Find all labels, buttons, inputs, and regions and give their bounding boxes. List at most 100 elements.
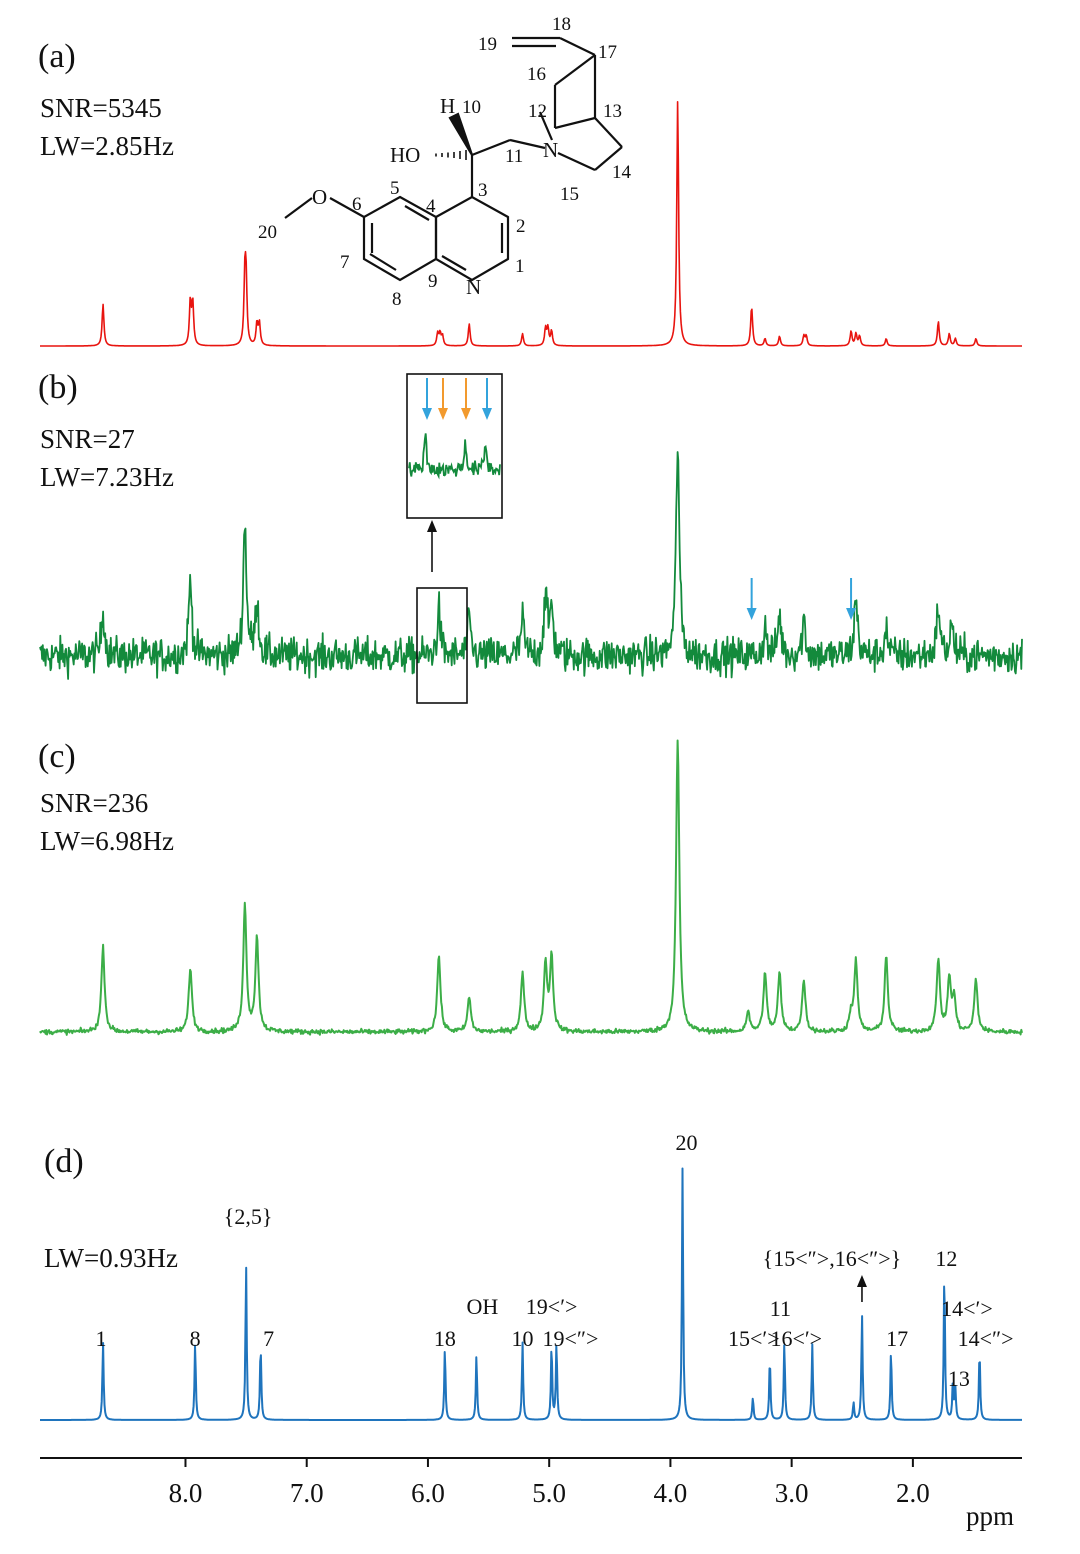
atom-label-19: 19 — [478, 34, 497, 55]
stat-lw-d: LW=0.93Hz — [44, 1243, 178, 1273]
atom-label-15: 15 — [560, 184, 579, 205]
spectrum-line-c — [39, 739, 1023, 1036]
bond-c10-c11 — [471, 138, 511, 157]
bond-c12-c13 — [554, 116, 596, 130]
inset-arrow-head — [438, 408, 448, 420]
stat-lw-b: LW=7.23Hz — [40, 462, 174, 492]
atom-label-5: 5 — [390, 178, 400, 199]
peak-label: 13 — [948, 1366, 970, 1391]
atom-h: H — [440, 94, 455, 118]
pyridine-ring — [434, 195, 510, 282]
peak-label: {2,5} — [224, 1204, 273, 1229]
bond-c15-c14 — [594, 146, 623, 171]
x-axis-label: ppm — [966, 1501, 1014, 1531]
inset-pointer-arrowhead — [427, 520, 437, 532]
atom-label-7: 7 — [340, 252, 350, 273]
bond-c6-o — [329, 197, 365, 218]
panel-label-a: (a) — [38, 38, 76, 75]
ring-double-bond — [369, 253, 397, 271]
peak-label: 11 — [770, 1296, 791, 1321]
inset-zoom — [406, 373, 857, 704]
peak-label: 8 — [190, 1326, 201, 1351]
inset-source-box — [416, 587, 468, 704]
ring-double-bond — [441, 255, 467, 271]
spectrum-line-d — [39, 1167, 1023, 1421]
stat-snr-a: SNR=5345 — [40, 93, 162, 123]
panel-label-d: (d) — [44, 1143, 84, 1180]
peak-label: 19<′> — [526, 1294, 578, 1319]
peak-label: 12 — [935, 1246, 957, 1271]
stat-snr-b: SNR=27 — [40, 424, 135, 454]
label-pointer-arrowhead — [856, 1275, 867, 1287]
x-tick-label: 7.0 — [290, 1478, 324, 1508]
x-tick-label: 3.0 — [775, 1478, 809, 1508]
atom-label-6: 6 — [352, 194, 362, 215]
inset-spectrum-line — [408, 433, 501, 480]
stat-snr-c: SNR=236 — [40, 788, 148, 818]
bond-c17-c16 — [554, 54, 596, 86]
peak-label: OH — [467, 1294, 499, 1319]
inset-arrows — [422, 378, 857, 620]
peak-label: 1 — [96, 1326, 107, 1351]
peak-label: 10 — [512, 1326, 534, 1351]
inset-arrow-head — [482, 408, 492, 420]
atom-hydroxyl: HO — [390, 143, 420, 167]
x-axis: 8.0 7.0 6.0 5.0 4.0 3.0 2.0 — [40, 1457, 1022, 1508]
atom-label-16: 16 — [527, 64, 546, 85]
atom-label-10: 10 — [462, 97, 481, 118]
marker-arrow-head — [746, 608, 757, 620]
spectrum-line-a — [39, 101, 1023, 347]
x-tick-label: 2.0 — [896, 1478, 930, 1508]
x-tick-label: 4.0 — [654, 1478, 688, 1508]
molecule-labels: 1 2 3 4 5 6 7 8 9 10 11 12 13 14 15 16 1… — [258, 14, 632, 310]
atom-label-3: 3 — [478, 180, 488, 201]
molecule-structure — [284, 36, 623, 282]
peak-label: 17 — [886, 1326, 908, 1351]
peak-label: 7 — [263, 1326, 274, 1351]
atom-label-9: 9 — [428, 271, 438, 292]
panel-label-c: (c) — [38, 738, 76, 775]
panel-label-b: (b) — [38, 369, 78, 406]
stat-lw-a: LW=2.85Hz — [40, 131, 174, 161]
ring-double-bond — [404, 205, 430, 221]
atom-n-ring: N — [466, 275, 481, 299]
atom-label-17: 17 — [598, 42, 617, 63]
atom-label-2: 2 — [516, 216, 526, 237]
peak-annotations: 1 8{2,5}7 18OH1019<′>19<″>2015<′>1116<′>{1… — [96, 1130, 1014, 1391]
peak-label: 18 — [434, 1326, 456, 1351]
spectrum-line-b — [39, 451, 1023, 680]
peak-label: 15<′> — [728, 1326, 780, 1351]
atom-label-18: 18 — [552, 14, 571, 35]
atom-n-bridge: N — [543, 138, 558, 162]
wedge-bond-h — [448, 112, 474, 156]
atom-label-8: 8 — [392, 289, 402, 310]
atom-label-13: 13 — [603, 101, 622, 122]
peak-label: 20 — [676, 1130, 698, 1155]
atom-label-14: 14 — [612, 162, 632, 183]
atom-label-20: 20 — [258, 222, 277, 243]
x-tick-label: 5.0 — [532, 1478, 566, 1508]
peak-label: {15<″>,16<″>} — [763, 1246, 902, 1271]
atom-label-11: 11 — [505, 146, 523, 167]
peak-label: 14<′> — [941, 1296, 993, 1321]
atom-label-1: 1 — [515, 256, 525, 277]
x-tick-label: 8.0 — [169, 1478, 203, 1508]
bond-c14-c13 — [594, 117, 623, 148]
x-tick-label: 6.0 — [411, 1478, 445, 1508]
peak-label: 16<′> — [770, 1326, 822, 1351]
bond-c11-n — [509, 138, 546, 150]
hash-bond-oh — [435, 150, 467, 160]
bond-n-c15 — [557, 152, 596, 171]
stat-lw-c: LW=6.98Hz — [40, 826, 174, 856]
atom-label-4: 4 — [426, 196, 436, 217]
bond-o-c20 — [284, 197, 313, 219]
atom-o-methoxy: O — [312, 185, 327, 209]
bond-c17-c18 — [559, 37, 596, 56]
peak-label: 19<″> — [542, 1326, 598, 1351]
bond-c12-n — [538, 111, 554, 141]
peak-label: 14<″> — [958, 1326, 1014, 1351]
spectra-layer — [39, 101, 1023, 1421]
atom-label-12: 12 — [528, 101, 547, 122]
marker-arrow-head — [846, 608, 857, 620]
